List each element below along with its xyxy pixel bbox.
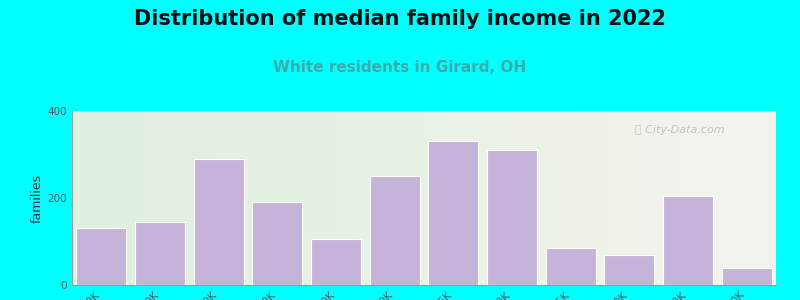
Y-axis label: families: families	[30, 173, 43, 223]
Bar	[370, 176, 419, 285]
Bar	[77, 229, 126, 285]
Bar	[722, 268, 771, 285]
Text: Distribution of median family income in 2022: Distribution of median family income in …	[134, 9, 666, 29]
Bar	[194, 159, 243, 285]
Bar	[546, 248, 595, 285]
Bar	[663, 196, 713, 285]
Bar	[487, 150, 537, 285]
Bar	[605, 254, 654, 285]
Text: ⓘ City-Data.com: ⓘ City-Data.com	[635, 125, 725, 135]
Text: White residents in Girard, OH: White residents in Girard, OH	[274, 60, 526, 75]
Bar	[135, 222, 185, 285]
Bar	[311, 239, 361, 285]
Bar	[429, 141, 478, 285]
Bar	[253, 202, 302, 285]
